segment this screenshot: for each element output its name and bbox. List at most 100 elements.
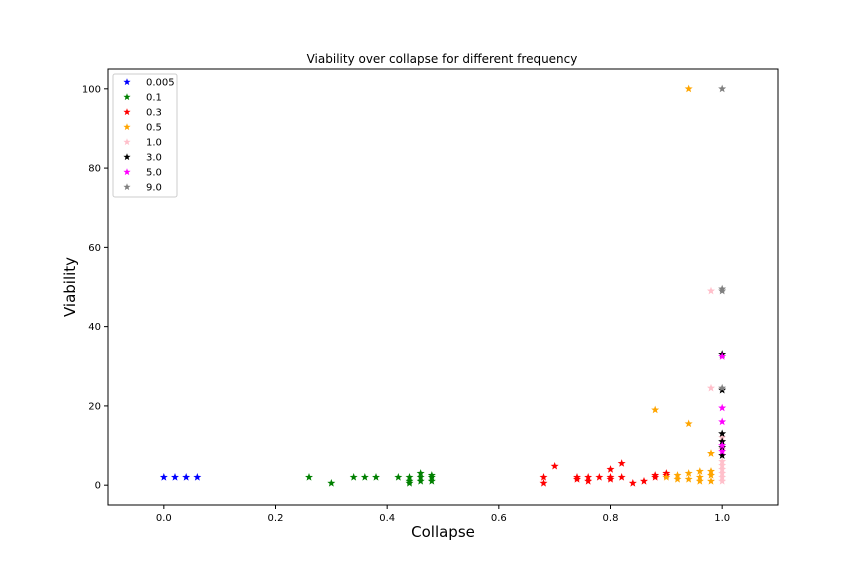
data-point [684,469,693,477]
data-point [360,473,369,481]
data-point [416,477,425,485]
data-point [539,473,548,481]
data-point [718,473,727,481]
data-point [718,383,727,392]
x-tick-label: 0.4 [379,513,395,524]
data-point [718,352,727,360]
data-point [617,459,626,467]
data-point [718,441,727,449]
data-point [349,473,358,481]
data-point [718,429,727,438]
data-point [606,465,615,473]
data-point [628,479,637,487]
x-tick-label: 0.8 [603,513,619,524]
plot-area [159,84,727,487]
data-point [427,477,436,485]
legend-label: 0.3 [146,108,162,119]
legend-marker [123,78,131,86]
legend: 0.005 0.1 0.3 0.5 1.0 3.0 5.0 9.0 [112,73,178,198]
legend-box [112,73,178,198]
legend-label: 0.1 [146,93,162,104]
x-axis-label: Collapse [411,523,475,541]
legend-label: 5.0 [146,168,162,179]
data-point [651,471,660,479]
axes-frame [107,68,779,506]
y-axis-label: Viability [61,257,79,317]
y-axis: 0 20 40 60 80 100 [82,84,108,492]
y-tick-label: 40 [88,322,101,333]
legend-marker [123,153,131,161]
legend-label: 3.0 [146,153,162,164]
data-point [159,473,168,481]
data-point [372,473,380,481]
data-point [427,473,436,481]
series-0-5 [651,84,715,485]
data-point [595,473,604,481]
y-tick-label: 20 [88,401,101,412]
series-0-3 [539,459,671,487]
data-point [651,405,660,414]
x-tick-label: 0.2 [268,513,284,524]
data-point [405,473,414,481]
data-point [695,467,704,475]
data-point [695,477,704,485]
legend-marker [123,168,131,176]
data-point [718,403,727,412]
data-point [662,473,671,481]
legend-label: 0.5 [146,123,162,134]
data-point [673,471,682,479]
y-tick-label: 60 [88,243,101,254]
data-point [718,465,727,473]
data-point [550,461,559,470]
legend-marker [123,183,131,191]
data-point [606,475,615,483]
data-point [707,383,715,392]
data-point [718,477,727,485]
data-point [617,473,626,481]
series-5-0 [718,352,727,455]
data-point [584,473,593,481]
data-point [171,473,179,481]
data-point [684,475,693,483]
legend-label: 1.0 [146,138,162,149]
data-point [640,477,648,485]
data-point [673,475,682,483]
data-point [405,479,414,487]
data-point [182,473,191,481]
chart-title: Viability over collapse for different fr… [307,52,578,66]
x-tick-label: 1.0 [714,513,730,524]
y-tick-label: 80 [88,164,101,175]
data-point [718,457,727,465]
data-point [539,479,548,487]
legend-marker [123,138,131,146]
y-tick-label: 100 [82,84,101,95]
data-point [718,461,727,469]
series-9-0 [718,84,727,392]
legend-marker [123,108,131,116]
legend-marker [123,93,131,101]
data-point [684,84,693,93]
data-point [707,471,715,479]
data-point [707,477,715,485]
data-point [416,473,425,481]
series-0-1 [305,469,436,487]
x-tick-label: 0.0 [156,513,172,524]
data-point [718,417,727,426]
data-point [584,477,593,485]
data-point [718,84,727,93]
data-point [305,473,313,481]
data-point [707,467,715,475]
data-point [707,286,715,295]
data-point [718,469,727,477]
x-axis: 0.0 0.2 0.4 0.6 0.8 1.0 [156,505,730,524]
legend-label: 9.0 [146,183,162,194]
data-point [718,286,727,295]
data-point [193,473,202,481]
data-point [718,447,727,455]
data-point [573,475,581,483]
legend-label: 0.005 [146,78,175,89]
data-point [394,473,403,481]
legend-marker [123,123,131,131]
